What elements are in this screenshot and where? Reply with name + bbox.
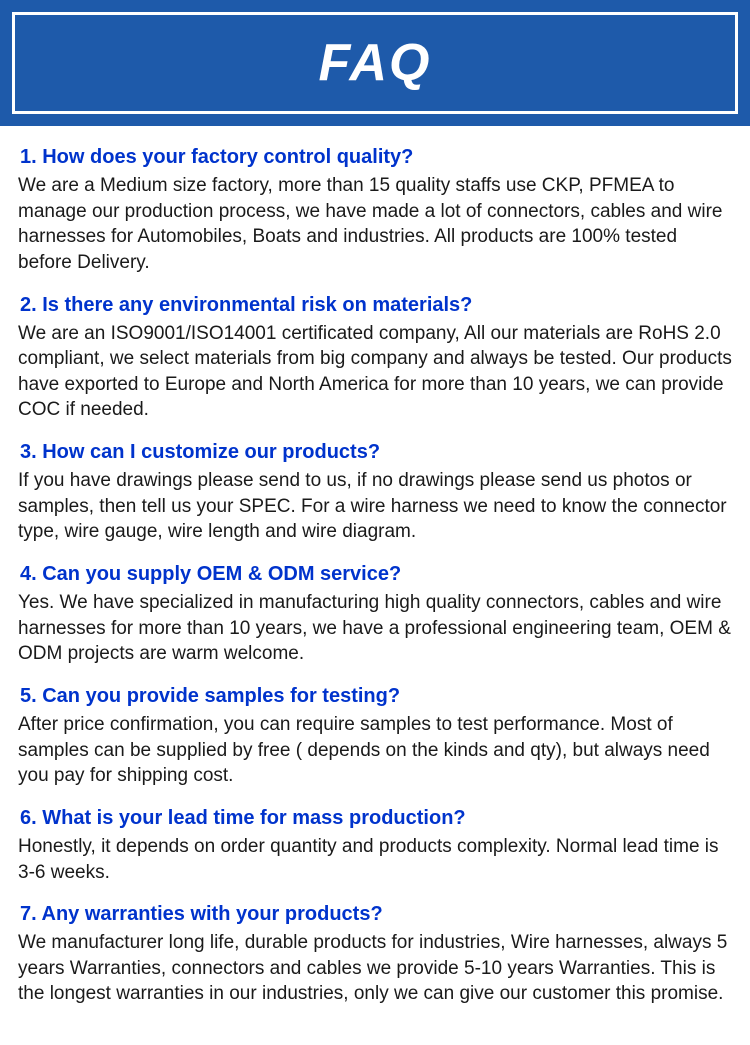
faq-question: 3. How can I customize our products? [18, 441, 732, 464]
faq-question: 5. Can you provide samples for testing? [18, 685, 732, 708]
faq-answer: We are a Medium size factory, more than … [18, 173, 732, 276]
faq-item: 6. What is your lead time for mass produ… [18, 807, 732, 885]
faq-item: 2. Is there any environmental risk on ma… [18, 294, 732, 424]
faq-item: 4. Can you supply OEM & ODM service? Yes… [18, 563, 732, 667]
faq-item: 1. How does your factory control quality… [18, 146, 732, 276]
faq-question: 6. What is your lead time for mass produ… [18, 807, 732, 830]
faq-answer: Honestly, it depends on order quantity a… [18, 834, 732, 885]
faq-header-inner: FAQ [12, 12, 738, 114]
faq-answer: We manufacturer long life, durable produ… [18, 930, 732, 1007]
faq-answer: We are an ISO9001/ISO14001 certificated … [18, 321, 732, 424]
faq-content: 1. How does your factory control quality… [0, 146, 750, 1045]
faq-question: 1. How does your factory control quality… [18, 146, 732, 169]
faq-question: 4. Can you supply OEM & ODM service? [18, 563, 732, 586]
faq-answer: After price confirmation, you can requir… [18, 712, 732, 789]
faq-question: 7. Any warranties with your products? [18, 903, 732, 926]
faq-answer: Yes. We have specialized in manufacturin… [18, 590, 732, 667]
faq-title: FAQ [15, 33, 735, 93]
faq-header: FAQ [0, 0, 750, 126]
faq-answer: If you have drawings please send to us, … [18, 468, 732, 545]
faq-item: 3. How can I customize our products? If … [18, 441, 732, 545]
faq-item: 7. Any warranties with your products? We… [18, 903, 732, 1007]
faq-item: 5. Can you provide samples for testing? … [18, 685, 732, 789]
faq-question: 2. Is there any environmental risk on ma… [18, 294, 732, 317]
